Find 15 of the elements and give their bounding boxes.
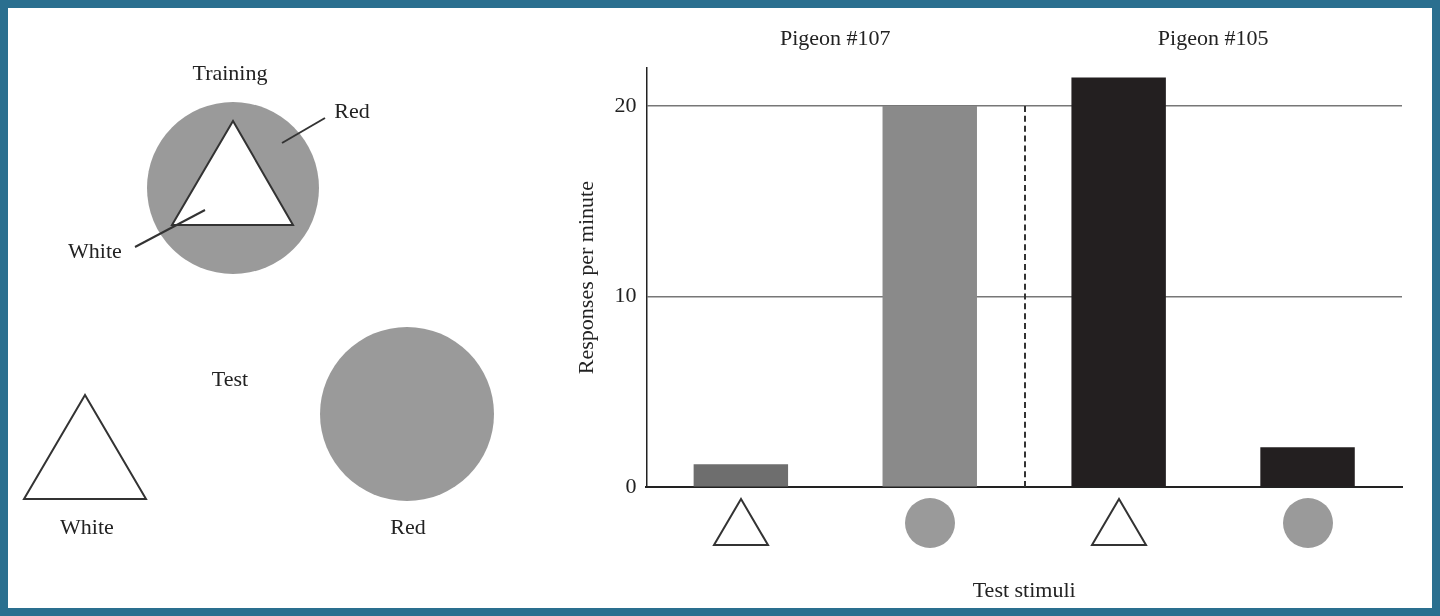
- text: Pigeon #105: [1157, 24, 1269, 50]
- bar: [693, 464, 789, 487]
- text: Training: [192, 60, 268, 85]
- text: White: [60, 514, 114, 539]
- text: Pigeon #107: [779, 24, 891, 50]
- y-tick-label: 10: [614, 282, 637, 308]
- text: Test: [211, 366, 249, 391]
- y-axis-title: Responses per minute: [572, 181, 598, 375]
- text: White: [68, 238, 122, 263]
- bar: [882, 106, 977, 487]
- y-tick-label: 20: [614, 91, 637, 117]
- text: Red: [390, 514, 426, 539]
- text: Red: [334, 98, 370, 123]
- y-tick-label: 0: [625, 472, 637, 498]
- x-axis-title: Test stimuli: [972, 576, 1076, 602]
